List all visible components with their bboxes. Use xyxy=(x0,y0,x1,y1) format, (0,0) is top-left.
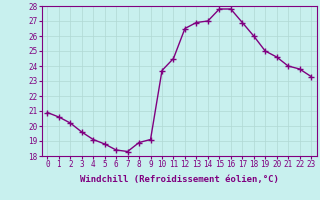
X-axis label: Windchill (Refroidissement éolien,°C): Windchill (Refroidissement éolien,°C) xyxy=(80,175,279,184)
